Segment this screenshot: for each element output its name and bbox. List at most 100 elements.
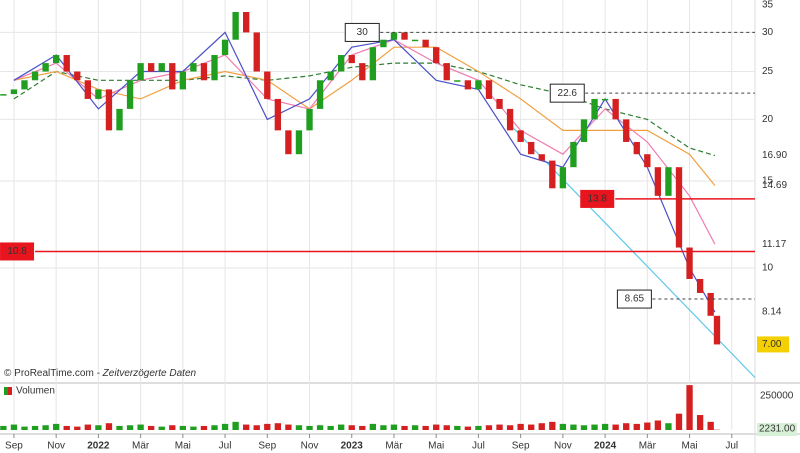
candle — [433, 47, 440, 64]
candle — [464, 80, 472, 90]
candle — [116, 108, 123, 131]
candle — [580, 119, 588, 142]
volume-bar — [316, 425, 324, 430]
volume-bar — [126, 425, 134, 430]
ma-last-label: 14.69 — [762, 180, 787, 191]
volume-bar — [10, 424, 18, 430]
candle — [380, 39, 387, 48]
x-tick-label: Mai — [175, 441, 191, 452]
volume-bar — [549, 421, 556, 430]
candle — [200, 63, 208, 81]
x-tick-label: Sep — [512, 441, 530, 452]
candle — [686, 247, 693, 279]
x-tick-label: Mär — [132, 441, 150, 452]
candle — [496, 98, 503, 109]
credit: © ProRealTime.com - Zeitverzögerte Daten — [4, 368, 197, 379]
volume-bar — [496, 424, 503, 430]
volume-bar — [369, 423, 377, 430]
candle — [475, 80, 482, 90]
volume-bar — [200, 425, 208, 430]
ma-last-label: 16.90 — [762, 150, 787, 161]
volume-bar — [137, 424, 144, 430]
x-tick-label: Jul — [472, 441, 485, 452]
x-tick-label: Mai — [428, 441, 444, 452]
credit-note: - Zeitverzögerte Daten — [97, 368, 197, 379]
level-box — [616, 289, 652, 309]
volume-bar — [359, 425, 366, 430]
volume-bar — [116, 425, 123, 430]
candle — [654, 167, 662, 196]
candle — [316, 80, 324, 109]
candle — [158, 63, 165, 72]
candle — [633, 141, 640, 155]
y-tick-label: 15 — [762, 176, 774, 187]
x-tick-label: Mai — [681, 441, 697, 452]
volume-bar — [243, 424, 250, 430]
candle — [538, 154, 545, 161]
volume-bar — [74, 426, 81, 430]
volume-tick-label: 250000 — [760, 391, 794, 402]
level-box — [580, 189, 615, 208]
candle — [253, 32, 260, 72]
candle — [359, 63, 366, 81]
x-tick-label: Sep — [5, 441, 23, 452]
volume-bar — [654, 420, 662, 430]
volume-bar — [148, 425, 155, 430]
candle — [63, 55, 70, 72]
volume-bar — [580, 425, 588, 430]
volume-bar — [169, 425, 176, 430]
level-label: 30 — [357, 27, 369, 38]
legend-swatch-down — [8, 387, 12, 395]
x-tick-label: Jul — [219, 441, 232, 452]
volume-bar — [158, 426, 165, 430]
volume-bar — [179, 425, 187, 430]
candle — [528, 141, 535, 155]
volume-bar — [0, 425, 7, 430]
volume-bar — [591, 424, 598, 430]
candle — [422, 39, 429, 48]
candle — [713, 315, 721, 345]
candle — [338, 55, 345, 72]
volume-last-label: 2231.00 — [759, 424, 796, 435]
candle — [612, 98, 619, 120]
candle — [285, 130, 292, 155]
x-tick-label: Mär — [639, 441, 657, 452]
candle — [570, 141, 577, 168]
candle — [84, 80, 91, 99]
candle — [31, 71, 39, 81]
volume-legend: Volumen — [16, 386, 55, 397]
volume-bar — [570, 424, 577, 430]
volume-bar — [665, 423, 672, 430]
volume-bar — [601, 423, 609, 430]
y-tick-label: 20 — [762, 114, 774, 125]
volume-bar — [422, 425, 429, 430]
level-label: 22.6 — [558, 88, 578, 99]
volume-bar — [401, 425, 408, 430]
volume-bar — [274, 423, 282, 430]
x-tick-label: Mär — [385, 441, 403, 452]
volume-bar — [105, 423, 113, 430]
candle — [390, 32, 398, 40]
candle — [591, 98, 598, 120]
candle — [95, 89, 102, 99]
level-box — [549, 83, 585, 103]
volume-bar — [506, 425, 514, 430]
candle — [348, 55, 355, 64]
candle — [211, 55, 218, 81]
candle — [559, 167, 567, 189]
volume-bar — [612, 424, 619, 430]
candle — [42, 63, 49, 72]
volume-bar — [380, 425, 387, 430]
candle — [675, 167, 683, 248]
candle — [74, 71, 81, 81]
volume-bar — [42, 425, 49, 430]
ma-last-label: 8.14 — [762, 307, 782, 318]
candle — [52, 55, 60, 64]
candle — [126, 80, 134, 109]
volume-bar — [538, 423, 545, 430]
volume-bar — [285, 424, 292, 430]
candle — [21, 80, 28, 90]
candle — [179, 71, 187, 90]
